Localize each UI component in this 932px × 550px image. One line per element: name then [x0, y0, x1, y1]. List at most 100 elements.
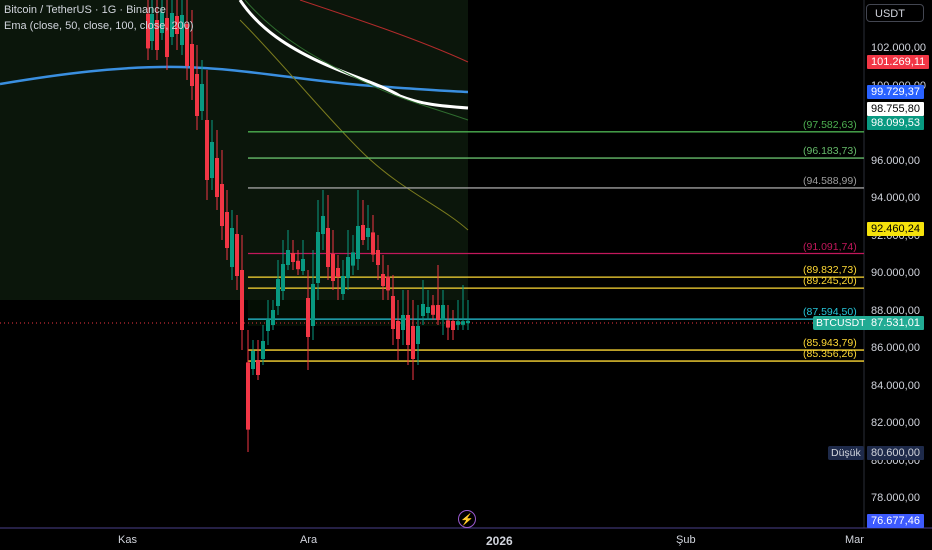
- candle-up: [301, 259, 305, 271]
- level-label: (85.356,26): [803, 348, 857, 361]
- candle-down: [291, 253, 295, 262]
- candle-up: [316, 232, 320, 283]
- candle-down: [436, 305, 440, 320]
- candle-up: [170, 13, 174, 37]
- candle-up: [200, 84, 204, 111]
- candle-up: [321, 216, 325, 234]
- candle-down: [326, 228, 330, 267]
- candle-up: [160, 12, 164, 33]
- time-label: Şub: [676, 534, 696, 546]
- currency-button[interactable]: USDT: [866, 4, 924, 22]
- candle-down: [391, 296, 395, 329]
- candle-down: [296, 260, 300, 270]
- candle-down: [331, 254, 335, 281]
- candle-down: [235, 234, 239, 276]
- horizontal-levels: [248, 131, 864, 362]
- time-label: Kas: [118, 534, 137, 546]
- candle-up: [311, 284, 315, 326]
- candle-up: [251, 351, 255, 369]
- low-tag: Düşük: [828, 446, 864, 460]
- candle-down: [431, 305, 435, 315]
- candle-up: [461, 321, 465, 325]
- candle-up: [261, 341, 265, 359]
- candle-down: [376, 250, 380, 265]
- price-tick-label: 82.000,00: [871, 417, 920, 429]
- price-tick-label: 86.000,00: [871, 342, 920, 354]
- level-label: (89.245,20): [803, 275, 857, 288]
- candle-down: [361, 225, 365, 240]
- candle-up: [266, 319, 270, 331]
- candles: [146, 0, 470, 452]
- time-label: Mar: [845, 534, 864, 546]
- candle-up: [466, 320, 470, 324]
- level-label: (87.594,50): [803, 306, 857, 319]
- level-label: (85.943,79): [803, 337, 857, 350]
- candle-down: [246, 362, 250, 430]
- candle-up: [346, 257, 350, 278]
- candle-down: [411, 326, 415, 359]
- candle-up: [351, 252, 355, 266]
- candle-down: [240, 270, 244, 330]
- level-label: (94.588,99): [803, 174, 857, 187]
- candle-up: [271, 310, 275, 325]
- ema-200-line: [299, 0, 469, 63]
- price-tag-ema-red: 101.269,11: [867, 55, 930, 69]
- price-tag-ema-white: 98.755,80: [867, 102, 924, 116]
- price-tick-label: 78.000,00: [871, 492, 920, 504]
- ema-100-line: [0, 65, 469, 94]
- price-tick-label: 84.000,00: [871, 379, 920, 392]
- candle-down: [371, 232, 375, 255]
- price-tick-label: 94.000,00: [871, 192, 920, 204]
- price-tick-label: 90.000,00: [871, 267, 920, 279]
- candle-up: [286, 250, 290, 265]
- candle-down: [446, 320, 450, 328]
- candle-down: [406, 315, 410, 345]
- symbol-title[interactable]: Bitcoin / TetherUS · 1G · Binance: [4, 4, 166, 16]
- time-label: 2026: [486, 534, 513, 548]
- candle-up: [210, 142, 214, 178]
- candle-down: [215, 158, 219, 197]
- ema-50-line: [238, 0, 469, 110]
- candle-down: [381, 274, 385, 286]
- candle-down: [451, 321, 455, 330]
- ema-olive-line: [239, 19, 469, 231]
- candle-down: [336, 268, 340, 277]
- price-tag-low-price: 80.600,00: [867, 446, 924, 460]
- price-tick-label: 102.000,00: [871, 42, 927, 54]
- price-tick-label: 96.000,00: [871, 154, 920, 167]
- ema-green-line: [244, 0, 469, 121]
- candle-up: [180, 15, 184, 45]
- candle-down: [205, 120, 209, 180]
- candle-up: [341, 276, 345, 294]
- candle-up: [230, 228, 234, 267]
- price-tag-yellow-level: 92.460,24: [867, 222, 924, 236]
- candle-up: [456, 321, 460, 325]
- candle-down: [155, 20, 159, 50]
- candle-up: [281, 264, 285, 291]
- time-label: Ara: [300, 534, 318, 546]
- candle-down: [185, 24, 189, 66]
- candle-down: [195, 74, 199, 116]
- candle-down: [220, 184, 224, 226]
- candle-up: [441, 305, 445, 320]
- candle-down: [190, 44, 194, 86]
- candle-up: [150, 14, 154, 41]
- candle-up: [356, 226, 360, 259]
- price-tag-bottom-price: 76.677,46: [867, 514, 924, 528]
- price-tag-ema-blue: 99.729,37: [867, 85, 924, 99]
- level-label: (89.832,73): [803, 264, 857, 277]
- candle-down: [386, 276, 390, 291]
- candle-down: [396, 321, 400, 339]
- indicator-title[interactable]: Ema (close, 50, close, 100, close, 200): [4, 20, 194, 32]
- candle-down: [225, 212, 229, 248]
- price-tag-last-price: 87.531,01: [867, 316, 924, 330]
- level-label: (96.183,73): [803, 145, 857, 158]
- lightning-icon[interactable]: ⚡: [458, 510, 476, 528]
- level-label: (91.091,74): [803, 240, 857, 253]
- candle-down: [146, 13, 150, 49]
- candle-down: [175, 16, 179, 34]
- price-tick-label: 88.000,00: [871, 304, 920, 317]
- candle-up: [401, 315, 405, 330]
- level-label: (97.582,63): [803, 118, 857, 131]
